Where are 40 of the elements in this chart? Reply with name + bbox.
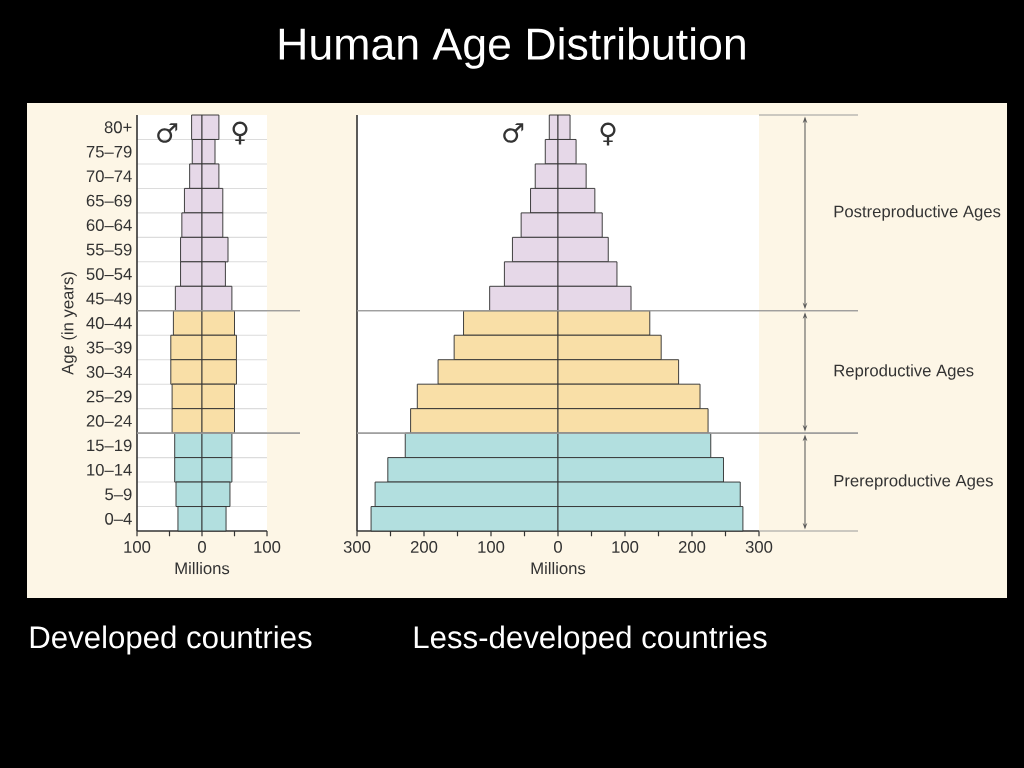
x-tick-label: 300 [745,541,773,553]
y-tick-label: 65–69 [86,194,132,207]
x-axis-title: Millions [175,561,230,575]
x-tick-label: 200 [678,541,706,553]
y-tick-label: 55–59 [86,243,132,256]
x-tick-label: 200 [410,541,438,553]
y-tick-label: 70–74 [86,170,132,183]
x-tick-label: 0 [198,541,206,553]
y-tick-label: 5–9 [105,488,132,501]
y-tick-label: 40–44 [86,317,132,329]
y-tick-label: 0–4 [105,512,132,525]
y-tick-label: 80+ [104,121,132,134]
text: Reproductive Ages [834,364,974,380]
x-tick-label: 100 [478,541,505,553]
y-axis-title: Age (in years) [61,272,77,375]
text: Less-developed countries [414,625,767,655]
y-tick-label: 35–39 [86,341,132,354]
y-tick-label: 20–24 [86,415,132,427]
series-label: ♀ [600,122,616,146]
y-tick-label: 10–14 [87,463,132,476]
series-label: ♂ [157,123,178,143]
text: Postreproductive Ages [834,205,1001,221]
x-tick-label: 0 [554,541,562,553]
y-tick-label: 30–34 [86,366,132,378]
y-tick-label: 75–79 [86,145,132,158]
series-label: ♀ [232,121,248,145]
chart-title: Human Age Distribution [279,27,745,69]
x-tick-label: 300 [343,541,371,553]
x-tick-label: 100 [254,541,281,553]
x-tick-label: 100 [124,541,151,553]
y-tick-label: 45–49 [86,292,132,305]
y-tick-label: 25–29 [86,390,132,403]
y-tick-label: 15–19 [87,439,132,452]
text: Prereproductive Ages [834,474,993,490]
x-axis-title: Millions [531,561,586,575]
text: Developed countries [30,625,312,655]
x-tick-label: 100 [612,541,639,553]
y-tick-label: 60–64 [86,219,132,232]
series-label: ♂ [503,123,524,143]
y-tick-label: 50–54 [86,268,132,280]
